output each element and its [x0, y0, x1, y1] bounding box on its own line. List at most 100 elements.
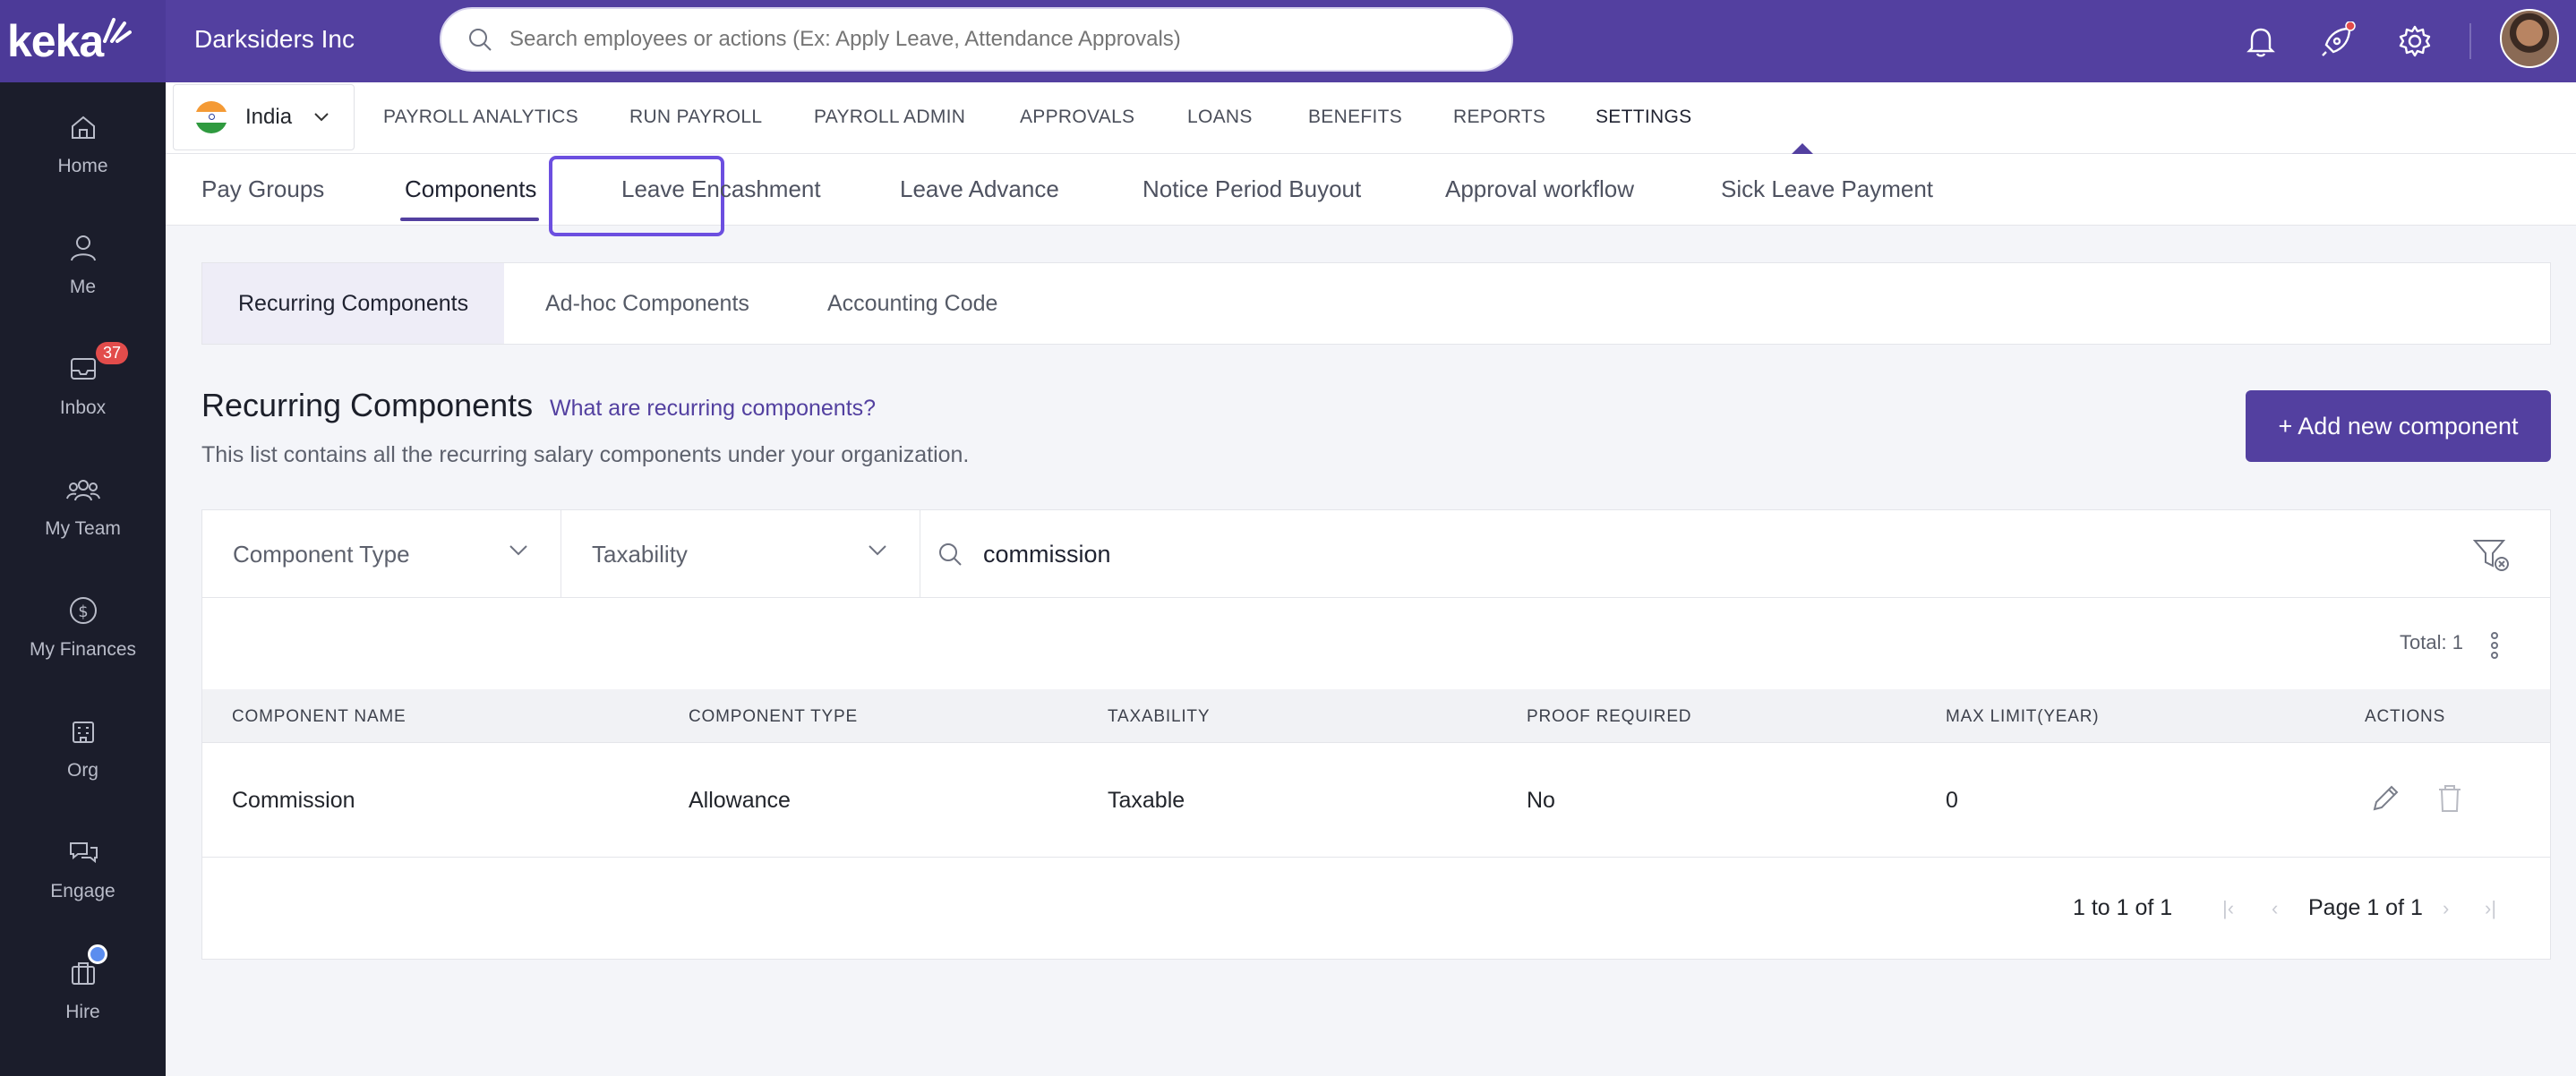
component-type-label: Component Type	[233, 540, 410, 568]
tab-approval-workflow[interactable]: Approval workflow	[1445, 175, 1634, 202]
svg-text:$: $	[78, 602, 88, 621]
cell-taxability: Taxable	[1108, 788, 1185, 813]
global-search-input[interactable]	[509, 27, 1450, 52]
column-header: ACTIONS	[2365, 707, 2446, 726]
home-icon	[71, 115, 95, 139]
active-tab-underline	[400, 218, 539, 221]
filter-bar: Component Type Taxability commission	[202, 510, 2550, 598]
avatar[interactable]	[2500, 9, 2559, 68]
add-component-button[interactable]: + Add new component	[2246, 390, 2551, 462]
cell-max-limit: 0	[1946, 788, 1958, 813]
logo[interactable]: keka	[0, 0, 166, 82]
column-header: PROOF REQUIRED	[1527, 707, 1692, 726]
table-header: COMPONENT NAME COMPONENT TYPE TAXABILITY…	[202, 689, 2550, 743]
cell-component-type: Allowance	[689, 788, 791, 813]
team-icon	[65, 480, 100, 501]
tab-notice-period-buyout[interactable]: Notice Period Buyout	[1143, 175, 1362, 202]
component-type-dropdown[interactable]: Component Type	[202, 510, 561, 598]
sidebar-item-label: Inbox	[59, 397, 107, 418]
nav-loans[interactable]: LOANS	[1187, 107, 1253, 127]
inbox-icon	[70, 358, 96, 380]
tab-recurring-components[interactable]: Recurring Components	[202, 263, 505, 344]
engage-icon	[69, 842, 98, 864]
tab-adhoc-components[interactable]: Ad-hoc Components	[545, 291, 749, 316]
sidebar-item-me[interactable]: Me	[0, 230, 166, 298]
briefcase-icon	[71, 962, 95, 985]
edit-icon[interactable]	[2367, 781, 2403, 816]
gear-icon[interactable]	[2395, 21, 2435, 61]
nav-approvals[interactable]: APPROVALS	[1020, 107, 1135, 127]
sidebar-item-org[interactable]: Org	[0, 713, 166, 781]
hire-notification-dot	[88, 944, 107, 964]
pagination-range: 1 to 1 of 1	[2073, 895, 2173, 920]
nav-run-payroll[interactable]: RUN PAYROLL	[629, 107, 763, 127]
help-link[interactable]: What are recurring components?	[550, 396, 877, 421]
bell-icon[interactable]	[2241, 21, 2281, 61]
logo-text: keka	[7, 16, 104, 66]
sidebar: keka Home Me 37 Inbox My Team $ My Finan…	[0, 0, 166, 1076]
search-icon	[939, 543, 962, 566]
dollar-icon: $	[69, 597, 97, 624]
column-header: MAX LIMIT(YEAR)	[1946, 707, 2100, 726]
page-description: This list contains all the recurring sal…	[201, 442, 970, 467]
active-nav-indicator	[1790, 143, 1815, 156]
tab-accounting-code[interactable]: Accounting Code	[827, 291, 998, 316]
total-count: Total: 1	[2400, 631, 2463, 653]
tab-pay-groups[interactable]: Pay Groups	[201, 175, 325, 202]
sidebar-item-label: Hire	[65, 1002, 100, 1022]
taxability-dropdown[interactable]: Taxability	[561, 510, 920, 598]
tab-focus-outline	[549, 156, 724, 236]
sidebar-item-my-team[interactable]: My Team	[0, 472, 166, 540]
global-search[interactable]	[440, 7, 1513, 72]
tab-sick-leave-payment[interactable]: Sick Leave Payment	[1721, 175, 1934, 202]
tab-leave-encashment[interactable]: Leave Encashment	[621, 175, 821, 202]
nav-payroll-analytics[interactable]: PAYROLL ANALYTICS	[383, 107, 578, 127]
nav-benefits[interactable]: BENEFITS	[1308, 107, 1403, 127]
prev-page-icon[interactable]: ‹	[2272, 897, 2279, 919]
sidebar-item-home[interactable]: Home	[0, 109, 166, 177]
nav-reports[interactable]: REPORTS	[1453, 107, 1546, 127]
sidebar-item-label: Home	[57, 156, 108, 176]
rocket-icon[interactable]	[2317, 21, 2357, 61]
tab-leave-advance[interactable]: Leave Advance	[900, 175, 1059, 202]
first-page-icon[interactable]: |‹	[2222, 897, 2235, 919]
company-name[interactable]: Darksiders Inc	[194, 25, 355, 53]
sidebar-item-inbox[interactable]: 37 Inbox	[0, 342, 166, 419]
inbox-count-badge: 37	[96, 342, 129, 364]
sidebar-item-label: Engage	[50, 881, 116, 901]
sidebar-item-hire[interactable]: Hire	[0, 944, 166, 1023]
logo-rays-icon	[103, 18, 133, 43]
tab-components[interactable]: Components	[405, 175, 537, 202]
topbar-divider	[2469, 23, 2471, 59]
india-flag-icon	[195, 101, 227, 133]
delete-icon[interactable]	[2434, 781, 2466, 816]
org-icon	[72, 722, 94, 743]
next-page-icon[interactable]: ›	[2443, 897, 2450, 919]
column-header: TAXABILITY	[1108, 707, 1211, 726]
settings-subtabs: Pay Groups Components Leave Encashment L…	[166, 154, 2576, 236]
clear-filter-icon[interactable]	[2473, 537, 2512, 573]
table-row[interactable]: Commission Allowance Taxable No 0	[202, 743, 2550, 858]
sidebar-item-label: My Finances	[29, 639, 137, 660]
sidebar-item-label: Me	[69, 277, 97, 297]
last-page-icon[interactable]: ›|	[2485, 897, 2497, 919]
user-icon	[70, 235, 96, 261]
chevron-down-icon	[509, 545, 527, 556]
table-search-input[interactable]: commission	[983, 540, 1111, 568]
table-search[interactable]: commission	[937, 510, 1111, 598]
components-table-card: Component Type Taxability commission Tot…	[201, 509, 2551, 960]
sidebar-item-my-finances[interactable]: $ My Finances	[0, 593, 166, 661]
nav-settings[interactable]: SETTINGS	[1596, 107, 1692, 127]
cell-proof-required: No	[1527, 788, 1555, 813]
column-header: COMPONENT TYPE	[689, 707, 858, 726]
more-options-icon[interactable]	[2488, 630, 2501, 661]
pagination-page: Page 1 of 1	[2308, 895, 2423, 920]
nav-payroll-admin[interactable]: PAYROLL ADMIN	[814, 107, 966, 127]
cell-component-name: Commission	[232, 788, 355, 813]
top-bar: Darksiders Inc	[166, 0, 2576, 82]
sidebar-item-engage[interactable]: Engage	[0, 834, 166, 902]
component-type-tabs: Recurring Components Ad-hoc Components A…	[201, 262, 2551, 345]
country-selector[interactable]: India	[173, 84, 355, 150]
country-label: India	[245, 105, 293, 129]
page-title: Recurring Components	[201, 387, 534, 423]
